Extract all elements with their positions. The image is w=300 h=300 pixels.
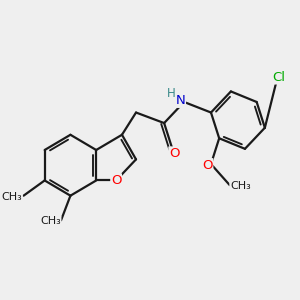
Text: H: H (167, 87, 176, 100)
Text: O: O (111, 174, 122, 187)
Text: O: O (169, 147, 179, 160)
Text: CH₃: CH₃ (2, 192, 22, 202)
Text: CH₃: CH₃ (40, 216, 61, 226)
Text: Cl: Cl (272, 71, 285, 84)
Text: N: N (176, 94, 185, 107)
Text: CH₃: CH₃ (230, 181, 250, 191)
Text: O: O (202, 159, 213, 172)
